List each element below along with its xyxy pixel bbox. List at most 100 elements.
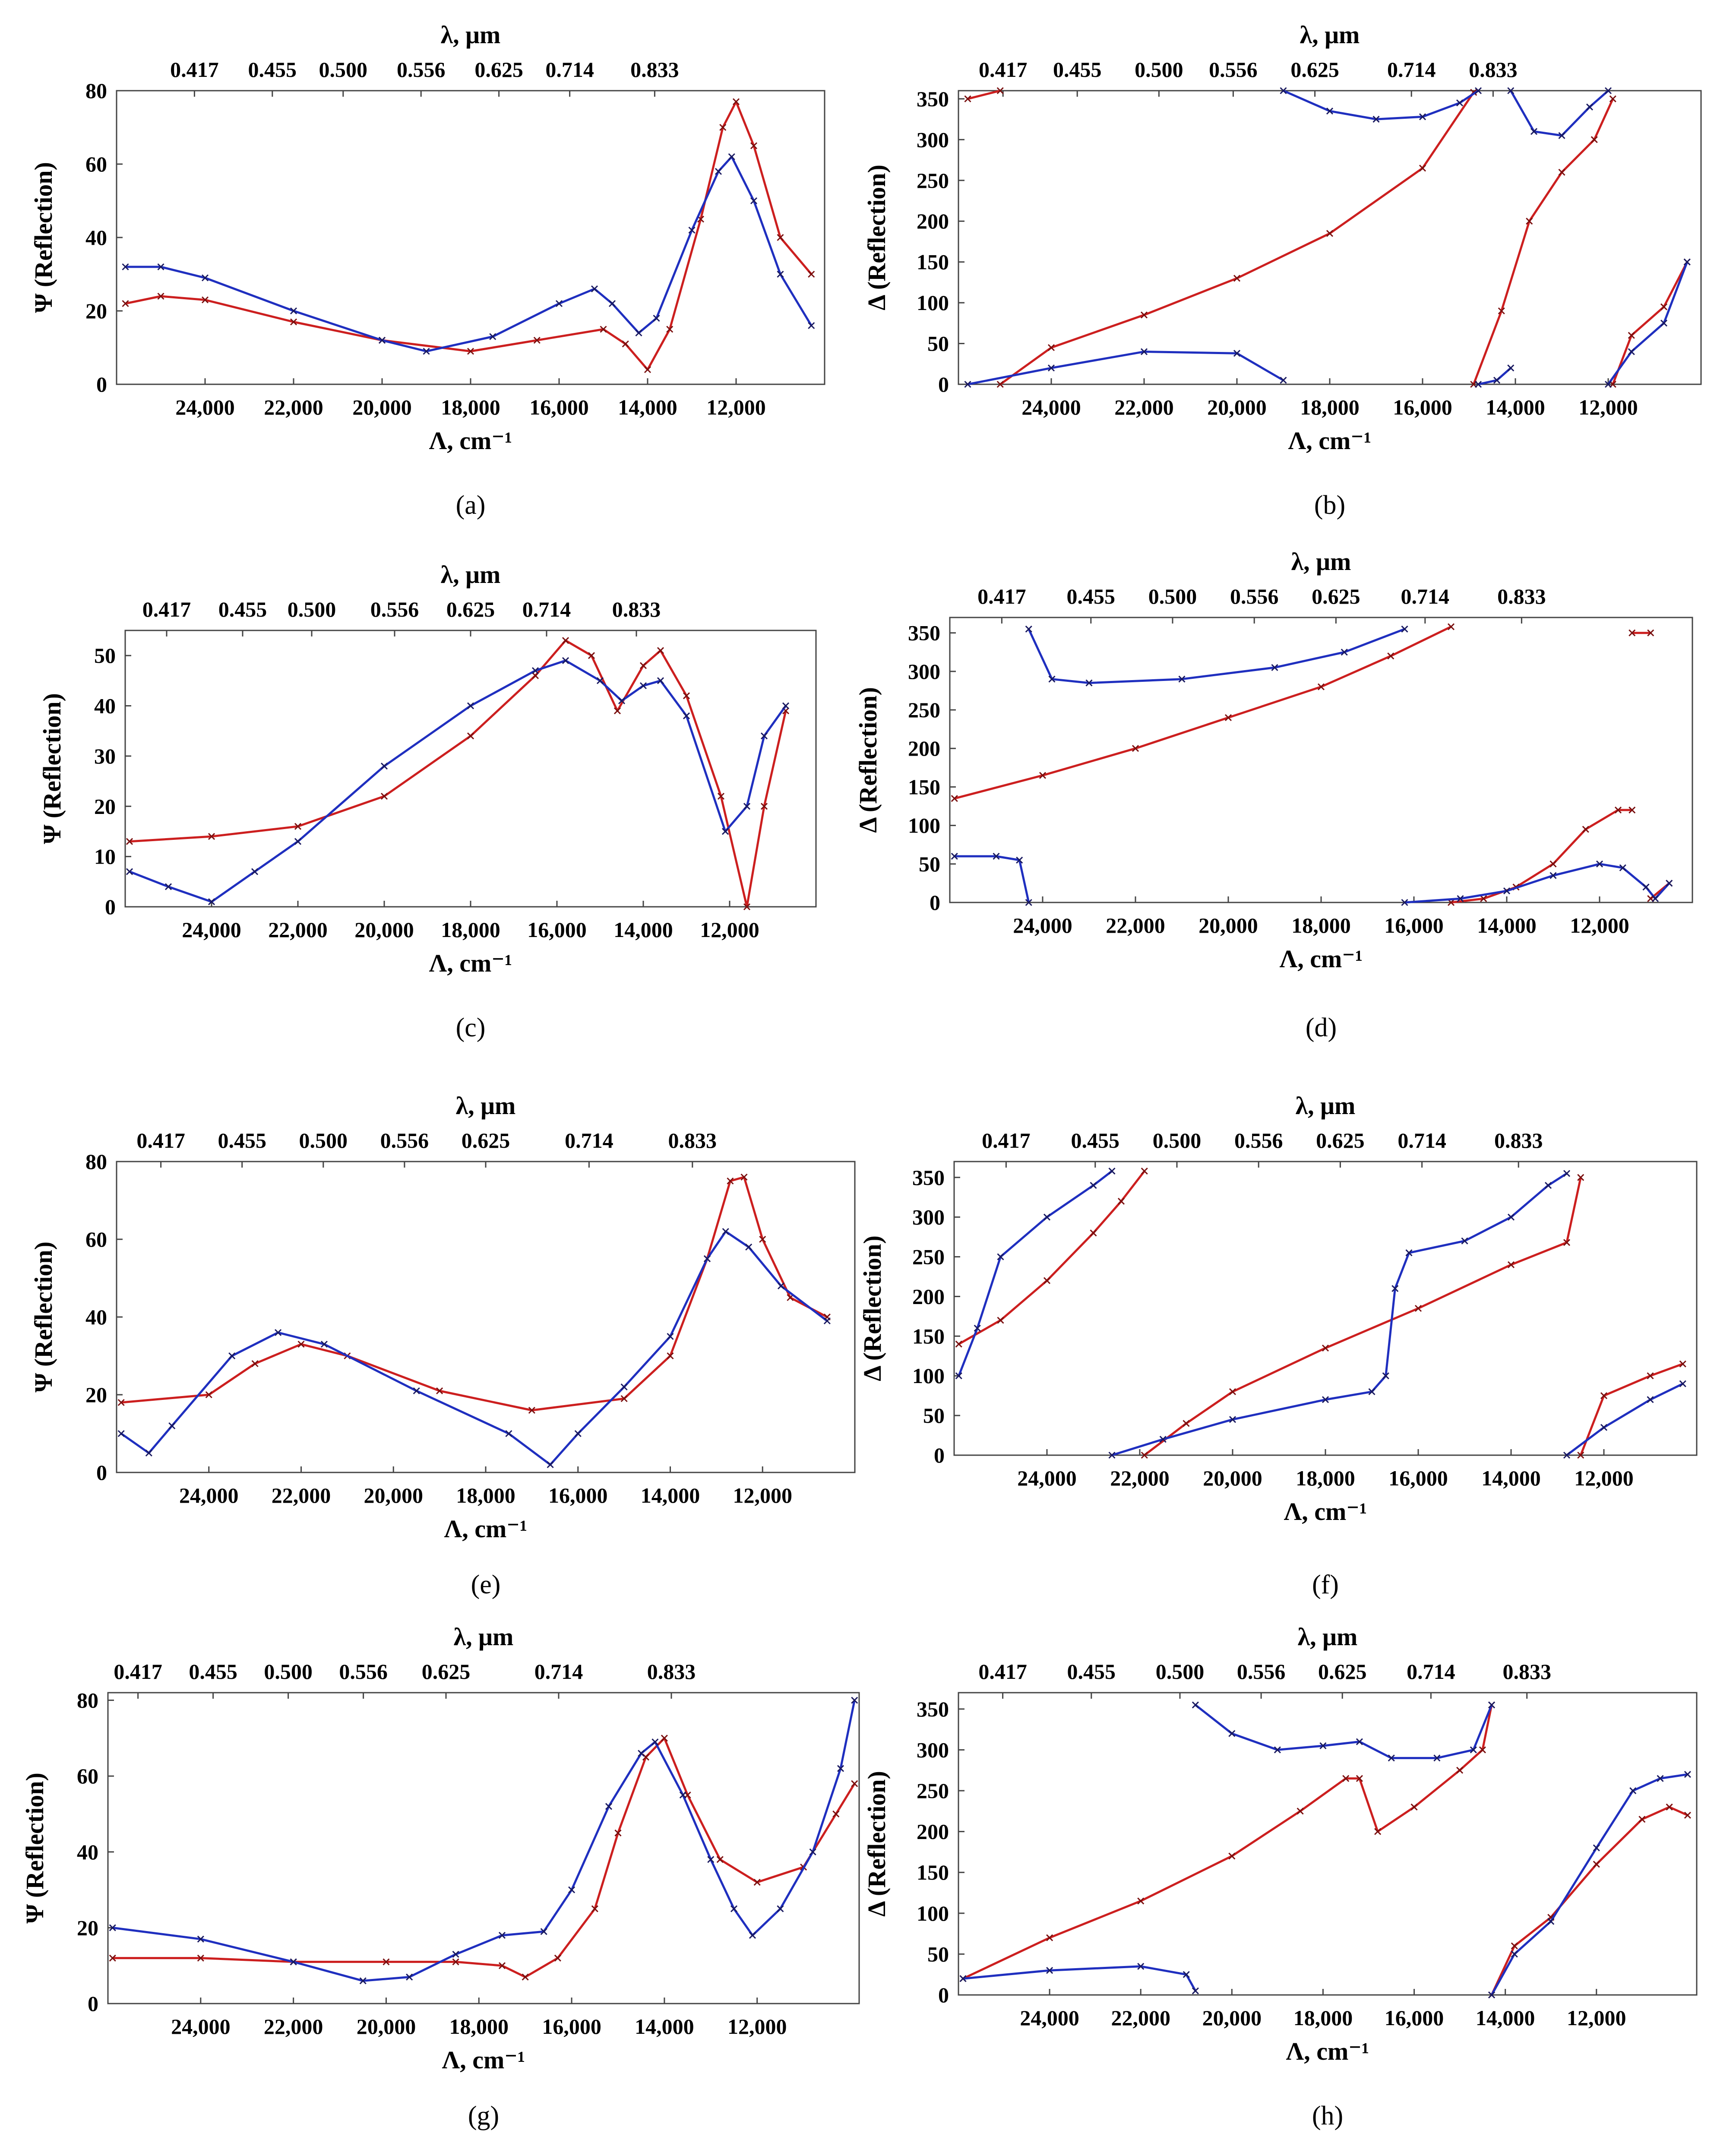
data-point-blue <box>745 1243 753 1251</box>
top-tick-label: 0.625 <box>474 57 523 82</box>
series-line-red <box>112 1737 856 1978</box>
top-axis-label: λ, μm <box>441 560 501 589</box>
data-point-blue <box>1137 1963 1145 1970</box>
data-point-red <box>1614 806 1622 814</box>
top-tick-label: 0.417 <box>977 584 1026 608</box>
data-point-red <box>1317 683 1325 690</box>
data-point-blue <box>1280 377 1287 384</box>
x-tick-label: 12,000 <box>706 395 766 419</box>
y-tick-label: 60 <box>77 1764 98 1788</box>
x-tick-label: 14,000 <box>1477 913 1537 937</box>
x-tick-label: 12,000 <box>1574 1466 1634 1490</box>
data-point-blue <box>721 828 729 835</box>
data-point-blue <box>1025 899 1032 906</box>
x-tick-label: 14,000 <box>1486 395 1545 419</box>
y-tick-label: 0 <box>934 1443 945 1467</box>
series-line-red <box>129 639 787 908</box>
panel-caption: (a) <box>456 491 486 520</box>
data-point-blue <box>145 1449 152 1457</box>
top-tick-label: 0.500 <box>1153 1128 1202 1152</box>
data-point-blue <box>1628 348 1635 355</box>
plot-frame <box>116 90 825 385</box>
data-point-blue <box>1558 132 1565 139</box>
data-point-blue <box>547 1461 554 1469</box>
data-point-blue <box>1563 1170 1571 1177</box>
data-point-red <box>205 1391 212 1399</box>
data-point-blue <box>1596 860 1603 867</box>
x-tick-label: 16,000 <box>1385 2006 1444 2030</box>
data-point-blue <box>423 348 430 355</box>
data-point-blue <box>275 1329 282 1336</box>
x-tick-label: 14,000 <box>1481 1466 1541 1490</box>
data-point-blue <box>1047 364 1055 372</box>
data-point-red <box>117 1399 125 1406</box>
top-tick-label: 0.500 <box>1148 584 1197 608</box>
top-tick-label: 0.625 <box>446 597 495 621</box>
y-axis-label: Δ (Reflection) <box>854 687 882 833</box>
top-tick-label: 0.714 <box>1401 584 1450 608</box>
top-axis-label: λ, μm <box>1291 548 1351 576</box>
data-point-red <box>294 823 302 830</box>
y-axis-label: Δ (Reflection) <box>863 1771 891 1917</box>
x-tick-label: 14,000 <box>635 2014 694 2039</box>
y-tick-label: 0 <box>930 890 940 915</box>
top-tick-label: 0.500 <box>288 597 336 621</box>
y-tick-label: 20 <box>77 1915 98 1940</box>
data-point-blue <box>955 1372 962 1380</box>
data-point-blue <box>122 263 129 271</box>
data-point-blue <box>1090 1182 1097 1189</box>
x-axis-label: Λ, cm⁻¹ <box>1280 945 1363 973</box>
y-tick-label: 80 <box>85 79 107 103</box>
data-point-red <box>1047 344 1055 351</box>
x-tick-label: 20,000 <box>352 395 412 419</box>
data-point-blue <box>715 168 722 175</box>
x-axis-label: Λ, cm⁻¹ <box>429 427 512 455</box>
data-point-blue <box>750 197 758 205</box>
x-tick-label: 24,000 <box>182 918 241 942</box>
y-tick-label: 300 <box>912 1205 945 1229</box>
top-axis-label: λ, μm <box>1300 21 1360 49</box>
data-point-red <box>600 326 607 333</box>
y-tick-label: 20 <box>85 1383 107 1407</box>
data-point-red <box>1183 1420 1190 1427</box>
data-point-blue <box>1544 1182 1552 1189</box>
data-point-red <box>666 326 674 333</box>
top-tick-label: 0.833 <box>1502 1659 1551 1684</box>
top-tick-label: 0.455 <box>1067 584 1116 608</box>
x-tick-label: 16,000 <box>542 2014 601 2039</box>
series-line-red <box>121 1176 828 1412</box>
data-point-red <box>1228 1852 1236 1860</box>
data-point-blue <box>380 763 388 770</box>
data-point-blue <box>201 274 209 282</box>
plot-frame <box>107 1692 860 2004</box>
top-tick-label: 0.417 <box>170 57 219 82</box>
x-tick-label: 18,000 <box>1293 2006 1353 2030</box>
y-tick-label: 350 <box>917 87 949 111</box>
data-point-blue <box>749 1931 756 1939</box>
x-tick-label: 24,000 <box>171 2014 231 2039</box>
data-point-blue <box>1507 87 1515 95</box>
data-point-blue <box>1183 1971 1190 1978</box>
data-point-blue <box>1271 664 1278 671</box>
data-point-red <box>201 296 209 304</box>
y-tick-label: 40 <box>85 1305 107 1329</box>
data-point-blue <box>1563 1451 1571 1459</box>
data-point-blue <box>1280 87 1287 95</box>
y-tick-label: 20 <box>85 299 107 323</box>
data-point-blue <box>1025 625 1032 633</box>
data-point-blue <box>359 1977 367 1985</box>
data-point-red <box>1577 1174 1584 1181</box>
data-point-blue <box>1507 364 1515 372</box>
top-tick-label: 0.714 <box>534 1659 583 1684</box>
data-point-blue <box>413 1387 420 1395</box>
data-point-red <box>383 1958 390 1966</box>
data-point-blue <box>1048 675 1056 683</box>
data-point-blue <box>1368 1388 1376 1396</box>
data-point-blue <box>728 153 735 161</box>
data-point-red <box>1387 652 1394 660</box>
data-point-blue <box>653 314 660 322</box>
data-point-red <box>1480 895 1487 902</box>
data-point-blue <box>452 1950 459 1958</box>
series-blue <box>964 87 1691 388</box>
